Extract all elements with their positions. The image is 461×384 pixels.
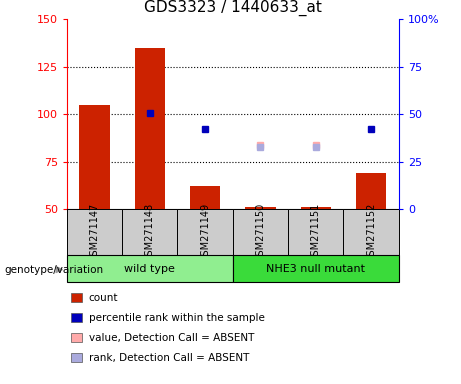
Bar: [245, 207, 276, 209]
Text: GSM271148: GSM271148: [145, 203, 155, 262]
Text: GSM271152: GSM271152: [366, 203, 376, 262]
Bar: [288, 209, 343, 255]
Text: GSM271150: GSM271150: [255, 203, 266, 262]
Bar: [71, 313, 82, 322]
Text: GSM271147: GSM271147: [89, 203, 100, 262]
Bar: [67, 255, 233, 282]
Text: rank, Detection Call = ABSENT: rank, Detection Call = ABSENT: [89, 353, 249, 362]
Bar: [71, 333, 82, 342]
Text: GSM271151: GSM271151: [311, 203, 321, 262]
Text: wild type: wild type: [124, 264, 175, 274]
Text: GSM271149: GSM271149: [200, 203, 210, 262]
Bar: [135, 48, 165, 209]
Bar: [67, 209, 122, 255]
Text: genotype/variation: genotype/variation: [5, 265, 104, 275]
Bar: [71, 293, 82, 302]
Bar: [79, 105, 110, 209]
Text: percentile rank within the sample: percentile rank within the sample: [89, 313, 265, 323]
Bar: [343, 209, 399, 255]
Bar: [301, 207, 331, 209]
Bar: [177, 209, 233, 255]
Bar: [71, 353, 82, 362]
Bar: [233, 255, 399, 282]
Bar: [122, 209, 177, 255]
Text: NHE3 null mutant: NHE3 null mutant: [266, 264, 365, 274]
Bar: [356, 173, 386, 209]
Bar: [233, 209, 288, 255]
Text: value, Detection Call = ABSENT: value, Detection Call = ABSENT: [89, 333, 254, 343]
Title: GDS3323 / 1440633_at: GDS3323 / 1440633_at: [144, 0, 322, 17]
Text: count: count: [89, 293, 118, 303]
Bar: [190, 187, 220, 209]
